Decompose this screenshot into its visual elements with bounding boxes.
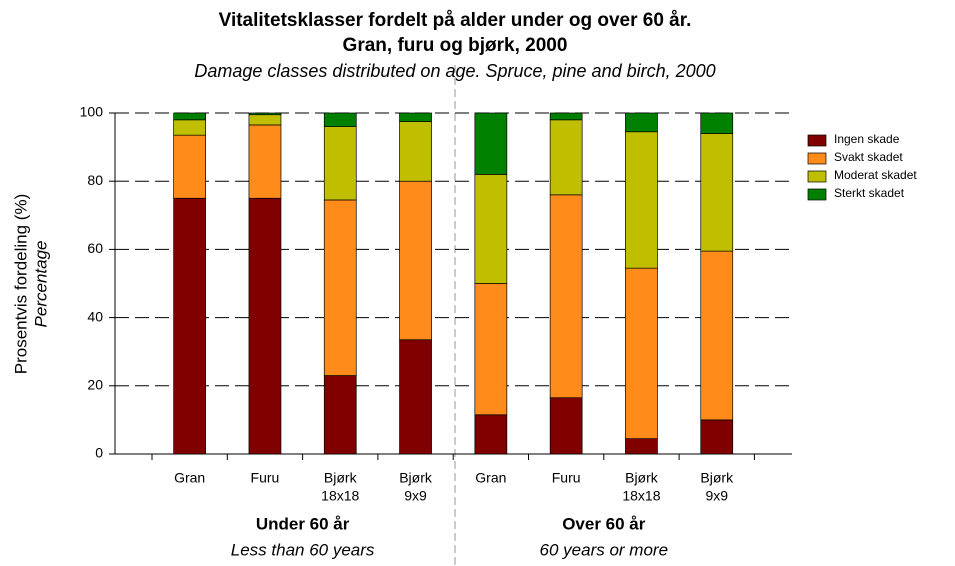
y-tick-label: 40 — [87, 308, 103, 324]
legend-swatch — [807, 188, 827, 201]
y-tick-label: 60 — [87, 240, 103, 256]
bar-segment — [173, 112, 206, 121]
x-tick-label: 18x18 — [321, 488, 359, 504]
bar-segment — [323, 126, 357, 201]
x-tick-label: Furu — [251, 470, 280, 486]
legend-label: Svakt skadet — [834, 150, 903, 164]
y-tick-label: 20 — [87, 377, 103, 393]
x-tick-label: Gran — [475, 470, 506, 486]
legend-swatch — [807, 152, 827, 165]
bar-segment — [549, 112, 583, 121]
y-axis-label: Percentage — [31, 241, 50, 328]
legend-label: Sterkt skadet — [834, 186, 905, 200]
bar-segment — [625, 131, 658, 269]
bar-segment — [474, 174, 508, 284]
bar-segment — [173, 197, 206, 455]
chart-title: Vitalitetsklasser fordelt på alder under… — [219, 10, 692, 31]
bar-segment — [474, 112, 508, 175]
x-tick-label: 18x18 — [622, 488, 660, 504]
bar-segment — [700, 112, 734, 134]
bar-segment — [625, 267, 658, 440]
bar-segment — [399, 180, 432, 341]
group-label: Over 60 år — [562, 514, 646, 533]
bar-segment — [700, 419, 734, 455]
bar-segment — [248, 112, 282, 116]
bar-segment — [399, 112, 432, 122]
legend-label: Ingen skade — [834, 132, 900, 146]
bar-segment — [323, 375, 357, 455]
y-tick-label: 0 — [95, 445, 103, 461]
x-tick-label: Bjørk — [700, 470, 734, 486]
y-tick-label: 80 — [87, 172, 103, 188]
bar-segment — [549, 397, 583, 455]
x-tick-label: Bjørk — [399, 470, 433, 486]
group-label: Under 60 år — [256, 514, 350, 533]
bar-segment — [248, 114, 282, 126]
bar-segment — [323, 112, 357, 127]
group-sublabel: 60 years or more — [540, 540, 669, 559]
bar-segment — [399, 339, 432, 455]
group-sublabel: Less than 60 years — [231, 540, 375, 559]
bar-segment — [323, 199, 357, 376]
bar-segment — [399, 121, 432, 182]
x-tick-label: 9x9 — [404, 488, 427, 504]
bar-segment — [474, 414, 508, 455]
bar-segment — [173, 134, 206, 199]
x-tick-label: Bjørk — [625, 470, 659, 486]
bar-segment — [549, 119, 583, 196]
legend-swatch — [807, 170, 827, 183]
bar-segment — [173, 119, 206, 136]
bar-segment — [474, 283, 508, 416]
x-tick-label: Gran — [174, 470, 205, 486]
bar-segment — [248, 197, 282, 455]
bar-segment — [700, 133, 734, 252]
bar-segment — [248, 124, 282, 199]
bar-segment — [625, 438, 658, 455]
x-tick-label: 9x9 — [705, 488, 728, 504]
legend-swatch — [807, 134, 827, 147]
chart-title: Gran, furu og bjørk, 2000 — [343, 35, 568, 56]
y-axis-label: Prosentvis fordeling (%) — [11, 194, 30, 374]
bar-segment — [549, 194, 583, 399]
x-tick-label: Furu — [552, 470, 581, 486]
legend-label: Moderat skadet — [834, 168, 917, 182]
bar-segment — [700, 250, 734, 421]
x-tick-label: Bjørk — [324, 470, 358, 486]
y-tick-label: 100 — [80, 104, 104, 120]
bar-segment — [625, 112, 658, 133]
